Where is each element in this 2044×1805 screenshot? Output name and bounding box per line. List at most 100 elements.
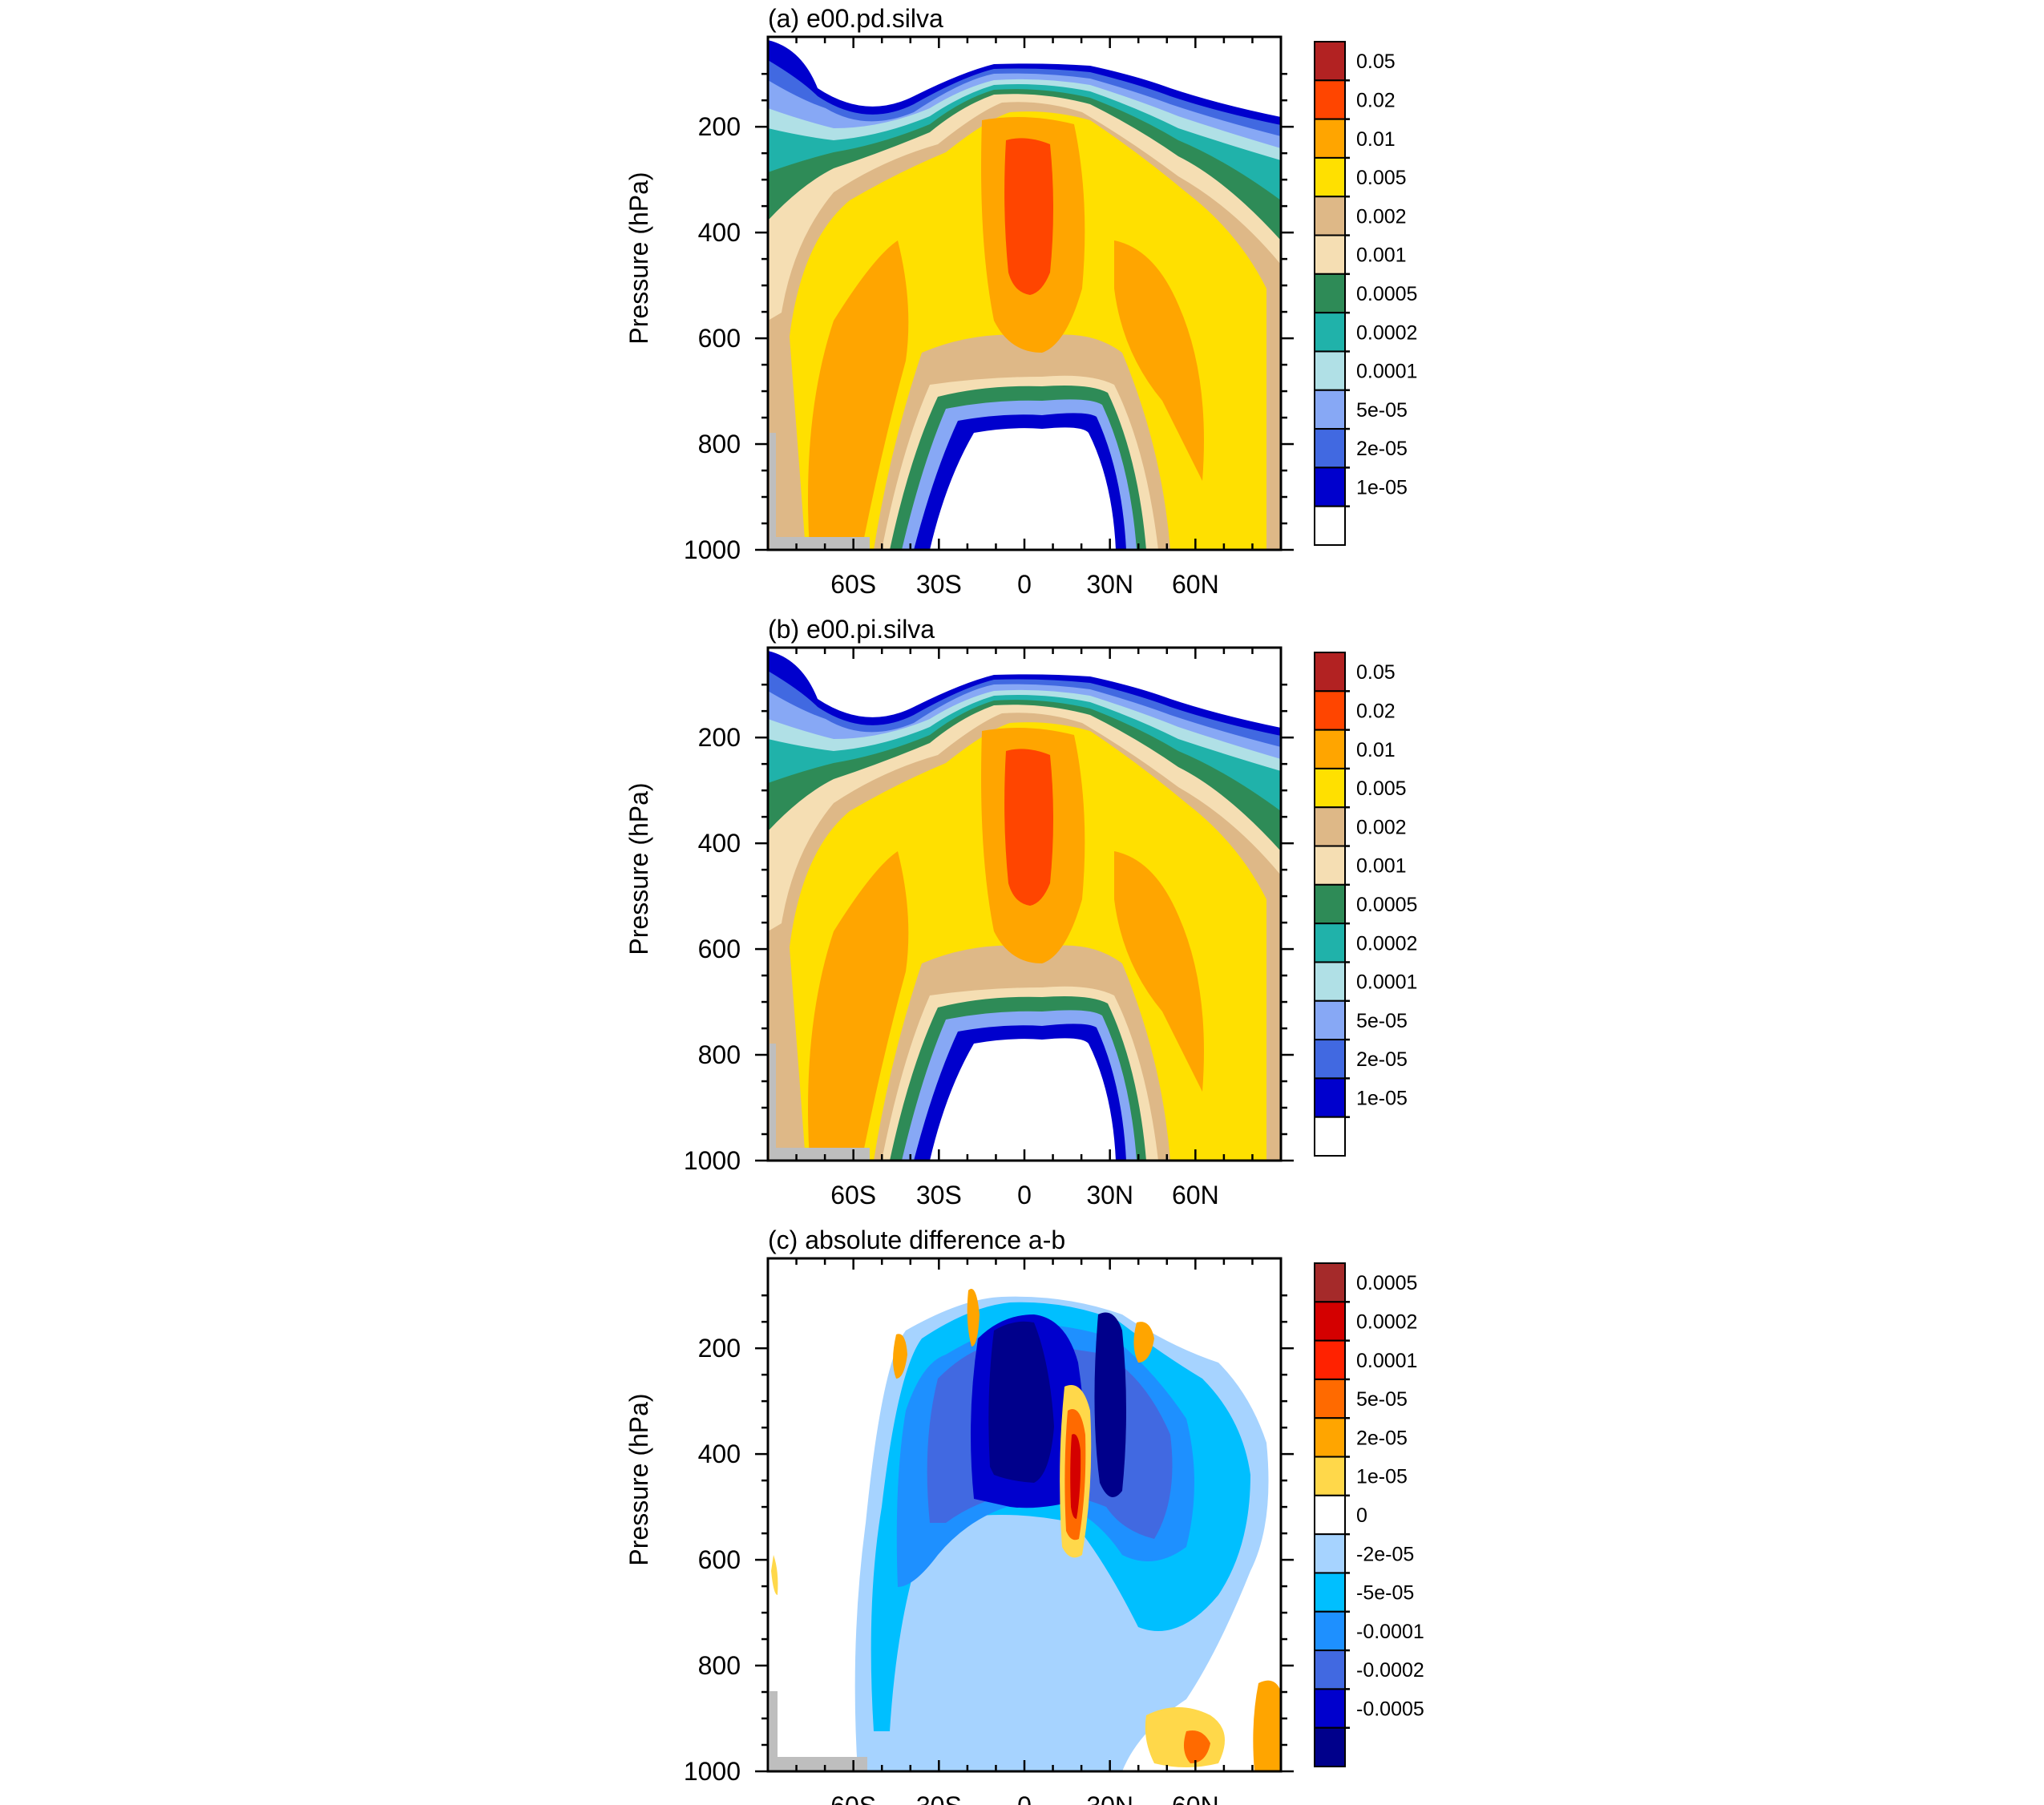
colorbar-label: 0.001 (1356, 244, 1407, 267)
contour-fill (1183, 1730, 1210, 1763)
x-tick-label: 30N (1086, 1791, 1133, 1805)
y-tick-label: 200 (698, 112, 741, 141)
colorbar-label: 2e-05 (1356, 438, 1408, 460)
x-tick-label: 60N (1172, 1181, 1219, 1209)
x-axis: 60S 30S 0 30N 60N (795, 1258, 1254, 1805)
x-tick-label: 30N (1086, 1181, 1133, 1209)
colorbar-label: 0.0001 (1356, 971, 1417, 994)
panel-title: (a) e00.pd.silva (768, 4, 943, 33)
contour-field (770, 1289, 1281, 1771)
y-tick-label: 1000 (684, 1146, 741, 1175)
x-axis: 60S 30S 0 30N 60N (795, 648, 1254, 1209)
colorbar-swatch (1314, 652, 1346, 693)
contour-fill (930, 1038, 1116, 1161)
colorbar-swatch (1314, 196, 1346, 236)
colorbar-swatch (1314, 312, 1346, 353)
colorbar-swatch (1314, 466, 1346, 507)
x-tick-label: 0 (1017, 1181, 1032, 1209)
colorbar-label: -0.0005 (1356, 1698, 1424, 1721)
x-tick-label: 60S (830, 1181, 876, 1209)
colorbar-swatch (1314, 690, 1346, 731)
colorbar-swatch (1314, 79, 1346, 120)
colorbar-label: 0.01 (1356, 128, 1396, 151)
x-tick-label: 60N (1172, 1791, 1219, 1805)
y-axis-label: Pressure (hPa) (624, 782, 653, 955)
colorbar-label: 0.0001 (1356, 1350, 1417, 1372)
contour-fill (1253, 1680, 1281, 1771)
colorbar-swatch (1314, 156, 1346, 198)
contour-fill (808, 240, 909, 550)
panel-title: (b) e00.pi.silva (768, 615, 935, 644)
colorbar-swatch (1314, 1339, 1346, 1380)
x-tick-label: 30S (916, 1791, 962, 1805)
colorbar-label: 0.0005 (1356, 1272, 1417, 1294)
x-tick-label: 60N (1172, 570, 1219, 599)
y-tick-label: 600 (698, 324, 741, 353)
colorbar-label: 2e-05 (1356, 1048, 1408, 1071)
colorbar-label: 0.02 (1356, 89, 1396, 111)
colorbar-swatch (1314, 961, 1346, 1002)
x-tick-label: 0 (1017, 570, 1032, 599)
contour-fill (1114, 851, 1204, 1092)
contour-fill (771, 1555, 778, 1595)
colorbar-label: 0.002 (1356, 205, 1407, 228)
y-tick-label: 1000 (684, 535, 741, 564)
missing-data (770, 433, 870, 550)
colorbar-label: 1e-05 (1356, 1088, 1408, 1110)
contour-fill (930, 427, 1116, 550)
colorbar-swatch (1314, 1378, 1346, 1419)
x-tick-label: 30S (916, 570, 962, 599)
colorbar-label: 0.0002 (1356, 932, 1417, 955)
y-axis: 200 400 600 800 1000 (684, 72, 1294, 564)
colorbar-swatch (1314, 1726, 1346, 1768)
y-axis-label: Pressure (hPa) (624, 172, 653, 344)
colorbar-label: 5e-05 (1356, 399, 1408, 422)
colorbar-swatch (1314, 1116, 1346, 1157)
colorbar-label: 1e-05 (1356, 1466, 1408, 1488)
contour-field (768, 40, 1281, 550)
colorbar-label: 0.0005 (1356, 894, 1417, 916)
colorbar-label: 5e-05 (1356, 1010, 1408, 1032)
x-tick-label: 0 (1017, 1791, 1032, 1805)
y-tick-label: 400 (698, 218, 741, 247)
colorbar-swatch (1314, 806, 1346, 847)
colorbar-label: 0.002 (1356, 816, 1407, 838)
colorbar-swatch (1314, 234, 1346, 275)
colorbar-swatch (1314, 767, 1346, 809)
x-tick-label: 30S (916, 1181, 962, 1209)
colorbar-label: 0.005 (1356, 777, 1407, 800)
y-tick-label: 200 (698, 1334, 741, 1363)
panel-b: (b) e00.pi.silva Pressure (hPa) (624, 615, 1417, 1209)
colorbar-label: 0.05 (1356, 661, 1396, 684)
colorbar-swatch (1314, 1650, 1346, 1690)
contour-fill (1114, 240, 1204, 481)
contour-fill (1004, 749, 1053, 906)
y-axis: 200 400 600 800 1000 (684, 683, 1294, 1175)
missing-data (770, 1044, 870, 1161)
colorbar-label: 5e-05 (1356, 1388, 1408, 1411)
colorbar-label: 0.05 (1356, 50, 1396, 73)
contour-field (768, 651, 1281, 1161)
y-tick-label: 1000 (684, 1757, 741, 1786)
colorbar-swatch (1314, 1688, 1346, 1729)
colorbar: 0.05 0.02 0.01 0.005 0.002 0.001 0.0005 0.0002 0… (1314, 652, 1417, 1157)
panel-title: (c) absolute difference a-b (768, 1226, 1065, 1254)
colorbar-swatch (1314, 41, 1346, 82)
colorbar-label: 0.01 (1356, 739, 1396, 761)
colorbar-swatch (1314, 1494, 1346, 1536)
colorbar-swatch (1314, 883, 1346, 925)
colorbar-swatch (1314, 729, 1346, 769)
colorbar-swatch (1314, 1262, 1346, 1303)
colorbar-swatch (1314, 118, 1346, 159)
colorbar-swatch (1314, 1417, 1346, 1458)
colorbar-swatch (1314, 1301, 1346, 1342)
colorbar-label: 0.0001 (1356, 361, 1417, 383)
colorbar-label: 0.0002 (1356, 321, 1417, 344)
colorbar: 0.05 0.02 0.01 0.005 0.002 0.001 0.0005 0.0002 0… (1314, 41, 1417, 547)
colorbar-label: -0.0002 (1356, 1659, 1424, 1682)
colorbar-label: -2e-05 (1356, 1543, 1414, 1565)
missing-data (770, 1691, 867, 1771)
colorbar-swatch (1314, 350, 1346, 391)
colorbar-swatch (1314, 999, 1346, 1041)
colorbar-swatch (1314, 428, 1346, 469)
